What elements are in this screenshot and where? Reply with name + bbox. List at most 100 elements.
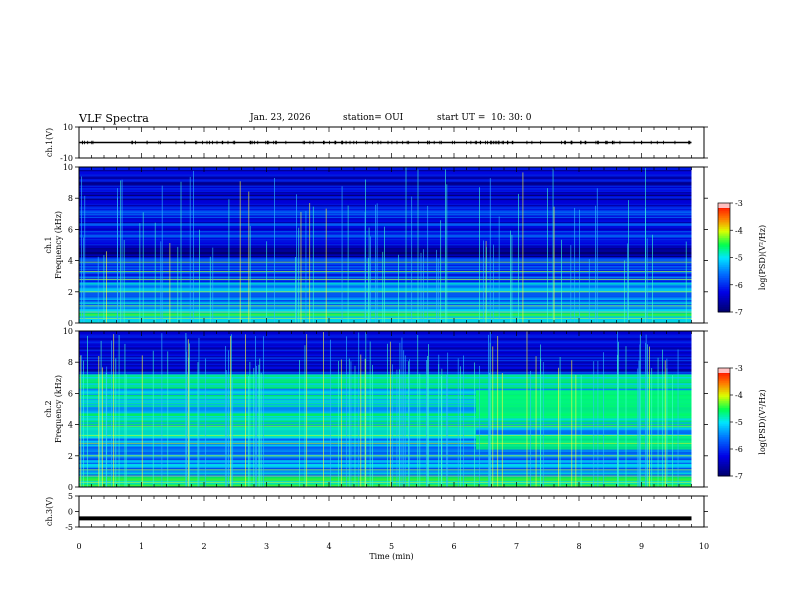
chart-title: VLF Spectra bbox=[79, 112, 149, 125]
colorbar-cell bbox=[718, 221, 730, 224]
colorbar-cell bbox=[718, 409, 730, 412]
spectrum-band bbox=[79, 372, 692, 375]
spectrum-band bbox=[79, 289, 692, 291]
spectrum-band bbox=[79, 331, 692, 333]
colorbar-cell bbox=[718, 389, 730, 392]
colorbar-cell bbox=[718, 378, 730, 382]
spectrum-band bbox=[79, 230, 692, 233]
spectrum-band bbox=[79, 459, 692, 462]
colorbar-cell bbox=[718, 387, 730, 391]
spectrum-band bbox=[79, 363, 692, 366]
station-label: station= OUI bbox=[343, 113, 404, 123]
y-tick-label: 5 bbox=[68, 492, 73, 501]
colorbar-cell bbox=[718, 282, 730, 286]
colorbar-cell bbox=[718, 404, 730, 407]
colorbar-cell bbox=[718, 384, 730, 387]
colorbar-cell bbox=[718, 400, 730, 403]
spectrum-band bbox=[79, 406, 692, 409]
colorbar-cell bbox=[718, 368, 730, 373]
colorbar-cell bbox=[718, 237, 730, 240]
colorbar-cell bbox=[718, 266, 730, 269]
colorbar-cell bbox=[718, 257, 730, 260]
colorbar-cell bbox=[718, 272, 730, 275]
colorbar-cell bbox=[718, 391, 730, 394]
spectrum-band bbox=[79, 320, 692, 323]
spectrum-band bbox=[79, 260, 692, 263]
spectrum-band bbox=[79, 388, 692, 390]
spectrum-band bbox=[79, 185, 692, 187]
spectrum-band bbox=[79, 412, 692, 415]
y-tick-label: 10 bbox=[63, 327, 73, 336]
colorbar-cell bbox=[718, 302, 730, 306]
spectrum-band bbox=[79, 281, 692, 284]
spectrum-band bbox=[79, 268, 692, 271]
spectrum-band bbox=[79, 461, 692, 463]
spectrum-band bbox=[79, 455, 692, 458]
colorbar-cell bbox=[718, 445, 730, 448]
spectrum-band bbox=[79, 229, 692, 232]
spectrum-band bbox=[79, 194, 692, 196]
spectrum-band bbox=[79, 457, 692, 459]
colorbar-cell bbox=[718, 244, 730, 248]
colorbar-cell bbox=[718, 432, 730, 436]
colorbar-cell bbox=[718, 474, 730, 477]
spectrum-band bbox=[79, 302, 692, 304]
spectrum-band bbox=[79, 437, 692, 440]
spectrum-band bbox=[79, 198, 692, 200]
spectrum-band bbox=[79, 477, 692, 480]
spectrum-band bbox=[79, 272, 692, 274]
spectrum-band bbox=[79, 291, 692, 294]
x-tick-label: 1 bbox=[139, 542, 144, 551]
spectrum-band bbox=[79, 259, 692, 261]
colorbar-cell bbox=[718, 248, 730, 251]
spectrum-band bbox=[79, 263, 692, 265]
spectrum-band bbox=[79, 186, 692, 189]
spectrum-band bbox=[79, 203, 692, 206]
colorbar-cell bbox=[718, 212, 730, 215]
spectrum-band bbox=[79, 445, 692, 448]
colorbar-tick-label: -3 bbox=[735, 199, 743, 208]
spectrum-band bbox=[79, 274, 692, 277]
colorbar-cell bbox=[718, 297, 730, 300]
spectrum-band bbox=[79, 390, 692, 393]
y-tick-label: 8 bbox=[68, 358, 73, 367]
spectrum-band bbox=[79, 353, 692, 355]
spectrum-band bbox=[79, 294, 692, 297]
spectrum-band bbox=[79, 349, 692, 351]
colorbar-cell bbox=[718, 393, 730, 396]
colorbar-cell bbox=[718, 261, 730, 264]
spectrum-band bbox=[79, 450, 692, 453]
spectrum-band bbox=[79, 403, 692, 406]
spectrum-band bbox=[79, 290, 692, 293]
spectrum-band bbox=[79, 207, 692, 209]
colorbar-cell bbox=[718, 219, 730, 222]
spectrum-band bbox=[79, 392, 692, 394]
y-axis-label: Frequency (kHz) bbox=[54, 211, 63, 279]
colorbar-cell bbox=[718, 454, 730, 457]
x-axis-label: Time (min) bbox=[369, 552, 413, 561]
x-tick-label: 0 bbox=[76, 542, 81, 551]
spectrum-band bbox=[79, 241, 692, 243]
spectrum-band bbox=[79, 373, 692, 376]
y-tick-label: 6 bbox=[68, 389, 73, 398]
spectrum-band bbox=[79, 191, 692, 194]
spectrum-band bbox=[79, 238, 692, 241]
spectrum-band bbox=[79, 381, 692, 384]
spectrum-band bbox=[79, 217, 692, 220]
spectrum-band bbox=[79, 250, 692, 252]
y-tick-label: 10 bbox=[63, 163, 73, 172]
spectrum-band bbox=[79, 306, 692, 308]
colorbar-cell bbox=[718, 468, 730, 472]
spectrum-band bbox=[79, 346, 692, 349]
colorbar-cell bbox=[718, 310, 730, 313]
colorbar-cell bbox=[718, 407, 730, 410]
spectrum-band bbox=[79, 246, 692, 248]
spectrum-band bbox=[79, 376, 692, 379]
spectrum-band bbox=[79, 295, 692, 298]
spectrum-band bbox=[79, 234, 692, 237]
spectrum-band bbox=[79, 446, 692, 449]
colorbar-tick-label: -6 bbox=[735, 281, 743, 290]
spectrum-band bbox=[79, 300, 692, 303]
colorbar-cell bbox=[718, 288, 730, 291]
y-tick-label: 0 bbox=[68, 508, 73, 517]
